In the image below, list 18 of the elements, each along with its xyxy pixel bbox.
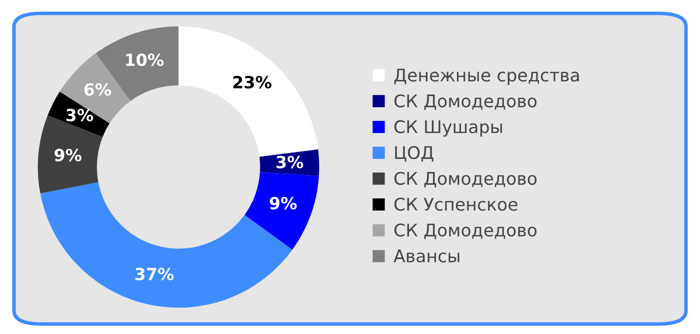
- data-label: 23%: [233, 76, 272, 88]
- legend-label: СК Домодедово: [394, 172, 537, 188]
- legend-label: ЦОД: [395, 146, 434, 162]
- legend-label: Денежные средства: [394, 68, 579, 85]
- donut-slice: [178, 26, 318, 157]
- data-label: 37%: [135, 268, 174, 280]
- legend-label: СК Шушары: [394, 120, 502, 137]
- data-label: 9%: [54, 148, 82, 162]
- data-label: 6%: [84, 83, 112, 96]
- donut-slice: [244, 172, 319, 250]
- data-label: 3%: [66, 108, 94, 122]
- legend-label: СК Домодедово: [394, 94, 537, 110]
- legend-label: СК Успенское: [394, 198, 518, 211]
- data-label: 3%: [276, 156, 304, 168]
- data-label: 10%: [126, 54, 164, 66]
- legend-label: Авансы: [394, 250, 460, 262]
- data-label: 9%: [270, 196, 297, 210]
- legend-label: СК Домодедово: [394, 223, 537, 240]
